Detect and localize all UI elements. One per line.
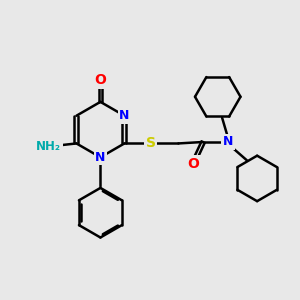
Text: O: O <box>187 157 199 171</box>
Text: N: N <box>95 151 106 164</box>
Text: NH₂: NH₂ <box>36 140 61 153</box>
Text: S: S <box>146 136 156 150</box>
Text: N: N <box>223 136 233 148</box>
Text: N: N <box>119 109 130 122</box>
Text: O: O <box>94 73 106 87</box>
